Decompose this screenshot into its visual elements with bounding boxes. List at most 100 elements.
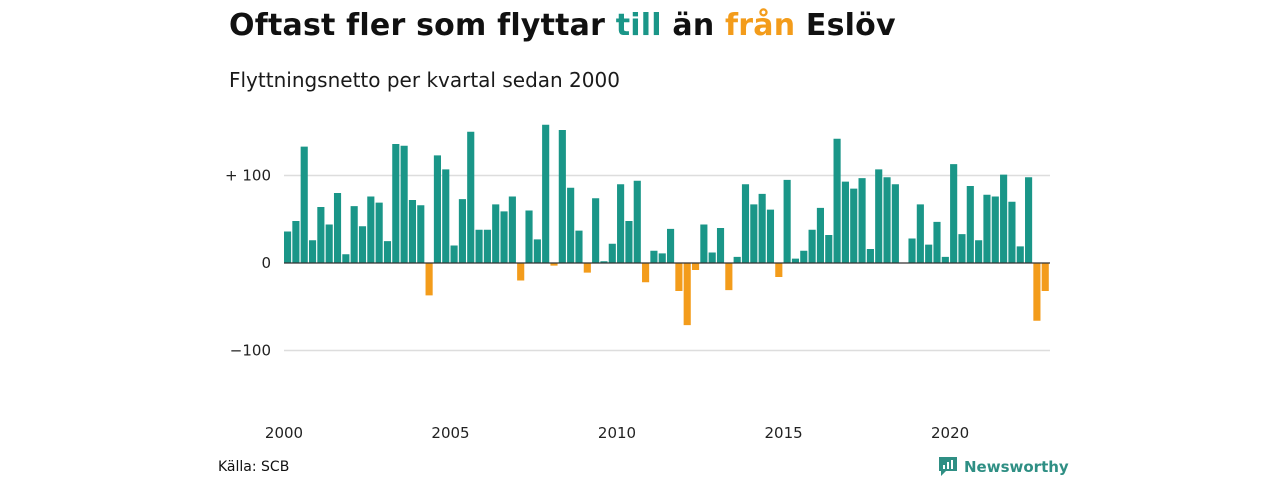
grid-lines	[284, 174, 1050, 352]
bar	[542, 124, 550, 263]
x-tick-label: 2000	[265, 424, 303, 442]
title-part1: Oftast fler som flyttar	[229, 8, 616, 43]
bar	[575, 230, 583, 264]
y-tick-label: 0	[261, 254, 271, 272]
bar	[725, 263, 733, 291]
bar	[1033, 263, 1041, 321]
x-axis: 2000 2005 2010 2015 2020	[265, 424, 969, 442]
bar	[450, 245, 458, 263]
bar	[392, 144, 400, 263]
bar	[741, 184, 750, 263]
bar	[758, 193, 766, 264]
bar	[833, 138, 841, 263]
bar	[958, 234, 966, 264]
bar	[891, 184, 899, 263]
bar	[883, 177, 891, 263]
bar	[408, 200, 417, 263]
bar	[475, 229, 483, 263]
bar	[858, 178, 866, 264]
bars-group	[284, 124, 1049, 326]
bar	[1008, 201, 1016, 263]
bar	[508, 196, 516, 263]
bar	[342, 254, 350, 263]
bar	[592, 198, 600, 263]
bar	[425, 263, 433, 296]
bar	[458, 199, 466, 264]
bar	[908, 238, 916, 263]
bar	[816, 207, 824, 264]
bar	[691, 263, 700, 270]
y-axis: + 100 0 −100	[225, 167, 271, 360]
bar	[333, 193, 342, 263]
bar	[358, 226, 367, 263]
bar	[916, 204, 924, 264]
bar	[667, 228, 675, 264]
bar	[583, 263, 591, 273]
x-tick-label: 2020	[931, 424, 969, 442]
bar	[500, 211, 508, 264]
bar	[950, 164, 958, 264]
bar	[308, 240, 317, 263]
bar	[675, 263, 683, 291]
bar	[483, 229, 491, 263]
bar	[700, 224, 708, 263]
bar	[925, 244, 933, 264]
bar	[550, 263, 558, 266]
bar	[775, 263, 783, 277]
bar	[808, 229, 816, 263]
bar	[567, 187, 575, 263]
bar	[766, 209, 775, 264]
bar	[600, 261, 608, 263]
bar	[317, 207, 325, 263]
y-tick-label: −100	[230, 342, 271, 360]
bar	[1041, 263, 1049, 291]
bar	[525, 210, 533, 263]
bar	[617, 184, 625, 263]
bar	[683, 263, 691, 326]
bar	[983, 194, 991, 263]
bar	[941, 256, 949, 264]
bar	[367, 196, 375, 263]
bar	[800, 250, 808, 263]
bar	[733, 256, 741, 264]
brand-logo: Newsworthy	[938, 456, 1069, 478]
bar	[417, 205, 425, 263]
bar	[325, 224, 333, 263]
bar	[442, 169, 450, 264]
bar	[825, 235, 833, 263]
x-tick-label: 2010	[598, 424, 636, 442]
bar	[850, 188, 858, 264]
bar	[658, 253, 666, 264]
bar	[875, 169, 883, 264]
y-tick-label: + 100	[225, 167, 271, 185]
bar	[433, 155, 441, 264]
bar	[716, 228, 725, 263]
bar	[975, 240, 983, 263]
bar	[383, 241, 392, 264]
bar	[633, 180, 641, 263]
title-part3: Eslöv	[795, 8, 896, 43]
bar	[791, 258, 800, 264]
x-tick-label: 2005	[431, 424, 469, 442]
bar	[783, 179, 791, 264]
bar	[292, 221, 300, 263]
bar	[400, 145, 408, 263]
chart-subtitle: Flyttningsnetto per kvartal sedan 2000	[229, 68, 620, 92]
bar	[866, 249, 874, 263]
x-tick-label: 2015	[765, 424, 803, 442]
bar	[492, 204, 500, 264]
bar	[1025, 177, 1033, 263]
title-part2: än	[661, 8, 726, 43]
chart-title: Oftast fler som flyttar till än från Esl…	[229, 8, 896, 43]
bar	[284, 231, 292, 263]
bar	[467, 131, 475, 263]
title-till: till	[615, 8, 662, 43]
bar	[533, 239, 541, 264]
bar	[642, 263, 650, 283]
brand-name: Newsworthy	[964, 458, 1069, 476]
bar	[517, 263, 525, 281]
bar	[375, 202, 383, 264]
bar	[625, 221, 633, 263]
newsworthy-logo-icon	[939, 457, 957, 476]
